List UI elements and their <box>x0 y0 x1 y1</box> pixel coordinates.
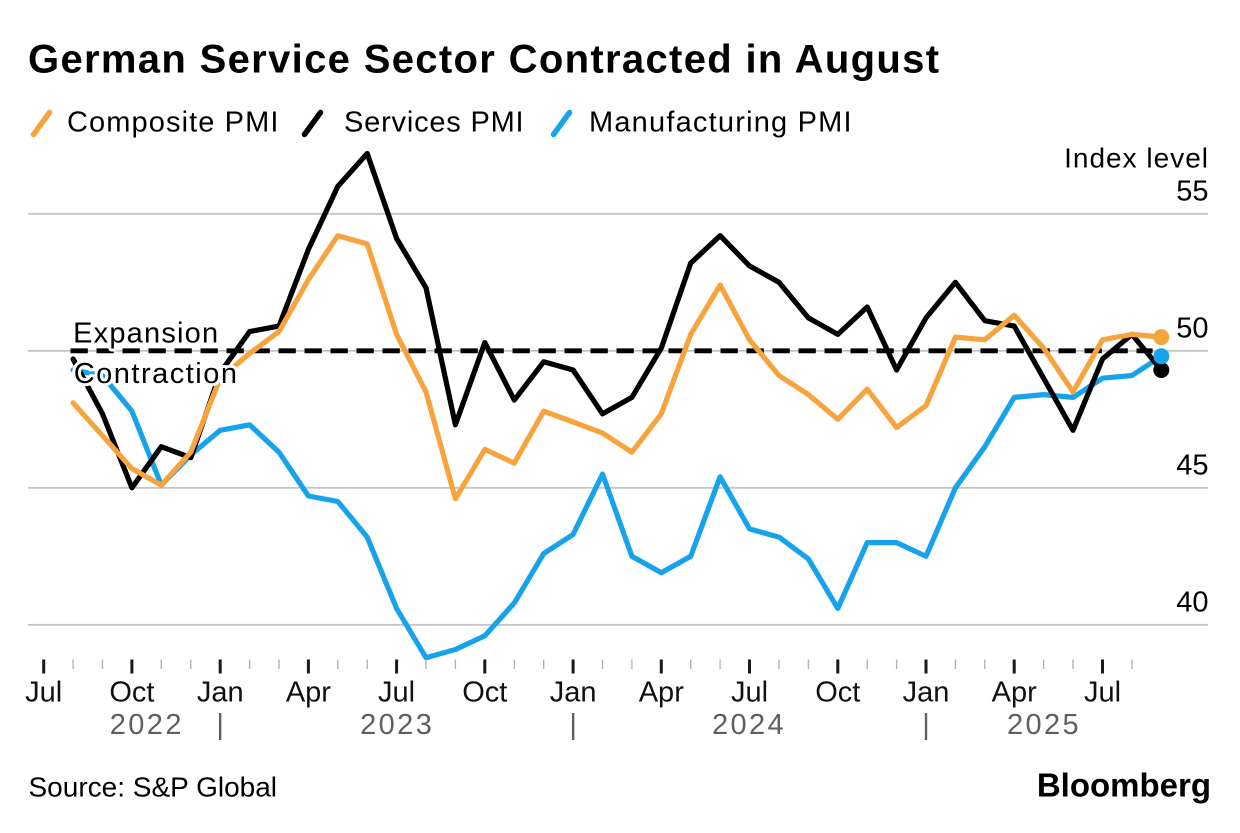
svg-text:Expansion: Expansion <box>73 318 219 350</box>
svg-text:|: | <box>922 709 930 741</box>
svg-text:Jul: Jul <box>25 677 62 709</box>
svg-text:Jan: Jan <box>903 677 950 709</box>
svg-text:2023: 2023 <box>360 709 434 741</box>
svg-text:2025: 2025 <box>1007 709 1081 741</box>
svg-text:Index level: Index level <box>1064 142 1209 173</box>
svg-text:|: | <box>569 709 577 741</box>
svg-text:Apr: Apr <box>286 677 331 709</box>
svg-text:55: 55 <box>1176 176 1208 208</box>
svg-text:40: 40 <box>1176 587 1208 619</box>
svg-text:50: 50 <box>1176 313 1208 345</box>
svg-text:Jul: Jul <box>378 677 415 709</box>
svg-text:Oct: Oct <box>815 677 860 709</box>
svg-text:Composite PMI: Composite PMI <box>67 107 280 139</box>
svg-text:Bloomberg: Bloomberg <box>1037 766 1211 803</box>
svg-text:|: | <box>216 709 224 741</box>
svg-text:Contraction: Contraction <box>74 358 239 390</box>
svg-text:Jan: Jan <box>197 677 244 709</box>
svg-text:Source: S&P Global: Source: S&P Global <box>29 771 278 802</box>
svg-text:Manufacturing PMI: Manufacturing PMI <box>589 107 853 139</box>
svg-text:2024: 2024 <box>712 709 786 741</box>
svg-text:Services PMI: Services PMI <box>344 107 524 139</box>
svg-text:German Service Sector Contract: German Service Sector Contracted in Augu… <box>28 38 940 82</box>
svg-text:2022: 2022 <box>110 709 184 741</box>
svg-text:Jul: Jul <box>731 677 768 709</box>
svg-text:Jan: Jan <box>550 677 597 709</box>
svg-text:Oct: Oct <box>462 677 507 709</box>
svg-text:Apr: Apr <box>992 677 1037 709</box>
svg-text:Jul: Jul <box>1084 677 1121 709</box>
svg-text:Apr: Apr <box>639 677 684 709</box>
svg-text:Oct: Oct <box>109 677 154 709</box>
svg-text:45: 45 <box>1176 450 1208 482</box>
